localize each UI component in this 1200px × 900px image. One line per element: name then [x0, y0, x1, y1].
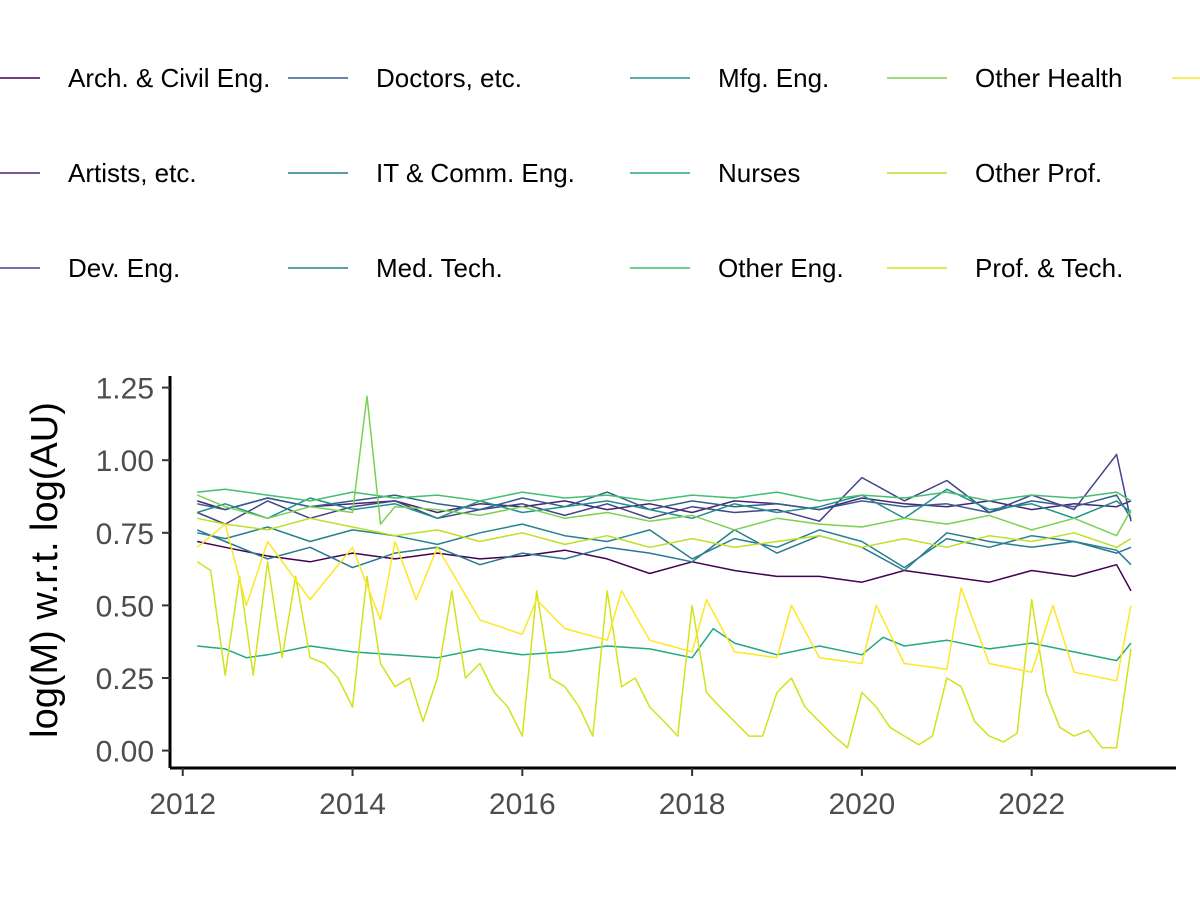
y-axis-title: log(M) w.r.t. log(AU)	[24, 402, 66, 738]
series-line-artists-etc	[196, 497, 1132, 514]
legend-label: Dev. Eng.	[68, 253, 180, 283]
legend-label: Other Prof.	[975, 158, 1102, 188]
legend-item: Other Prof.	[887, 158, 1102, 188]
legend: Arch. & Civil Eng. Artists, etc. Dev. Eng.…	[0, 63, 1200, 283]
legend-item: Med. Tech.	[288, 253, 503, 283]
series-line-other-prof	[197, 517, 1132, 549]
legend-item: Prof. & Tech.	[887, 253, 1123, 283]
legend-item: Other Health	[887, 63, 1122, 93]
legend-label: Arch. & Civil Eng.	[68, 63, 270, 93]
series-line-it-comm-eng	[196, 529, 1132, 572]
legend-label: IT & Comm. Eng.	[376, 158, 575, 188]
y-tick-label: 1.00	[96, 445, 154, 478]
plot-area	[196, 395, 1132, 749]
legend-item: Doctors, etc.	[288, 63, 522, 93]
legend-label: Artists, etc.	[68, 158, 197, 188]
series-line-med-tech	[197, 523, 1132, 569]
legend-item: Mfg. Eng.	[630, 63, 829, 93]
y-tick-label: 1.25	[96, 373, 154, 406]
legend-label: Doctors, etc.	[376, 63, 522, 93]
legend-item: Arch. & Civil Eng.	[0, 63, 270, 93]
axes	[168, 376, 1176, 770]
legend-item: Artists, etc.	[0, 158, 197, 188]
series-line-nurses	[197, 627, 1132, 662]
series-line-mfg-eng	[196, 488, 1132, 520]
x-tick-label: 2022	[998, 788, 1065, 821]
legend-label: Other Eng.	[718, 253, 844, 283]
series-line-unlabeled-12	[196, 523, 1132, 682]
legend-label: Nurses	[718, 158, 800, 188]
legend-label: Mfg. Eng.	[718, 63, 829, 93]
legend-item: IT & Comm. Eng.	[288, 158, 575, 188]
legend-label: Prof. & Tech.	[975, 253, 1123, 283]
series-line-arch-civil-eng	[197, 540, 1132, 592]
series-line-dev-eng	[196, 453, 1132, 525]
legend-item: Dev. Eng.	[0, 253, 180, 283]
x-ticks: 2012 2014 2016 2018 2020 2022	[149, 768, 1065, 821]
legend-label: Med. Tech.	[376, 253, 503, 283]
x-tick-label: 2012	[149, 788, 216, 821]
x-tick-label: 2018	[659, 788, 726, 821]
series-line-other-health	[196, 395, 1132, 537]
x-tick-label: 2020	[829, 788, 896, 821]
x-tick-label: 2016	[489, 788, 556, 821]
x-tick-label: 2014	[319, 788, 386, 821]
legend-item: Other Eng.	[630, 253, 844, 283]
y-tick-label: 0.00	[96, 736, 154, 769]
y-tick-label: 0.75	[96, 518, 154, 551]
series-line-prof-tech	[196, 561, 1132, 749]
series-line-other-eng	[197, 488, 1132, 502]
legend-item: Nurses	[630, 158, 800, 188]
y-ticks: 0.00 0.25 0.50 0.75 1.00 1.25	[96, 373, 170, 769]
y-tick-label: 0.25	[96, 663, 154, 696]
legend-label: Other Health	[975, 63, 1122, 93]
y-tick-label: 0.50	[96, 590, 154, 623]
series-line-doctors-etc	[197, 491, 1132, 519]
